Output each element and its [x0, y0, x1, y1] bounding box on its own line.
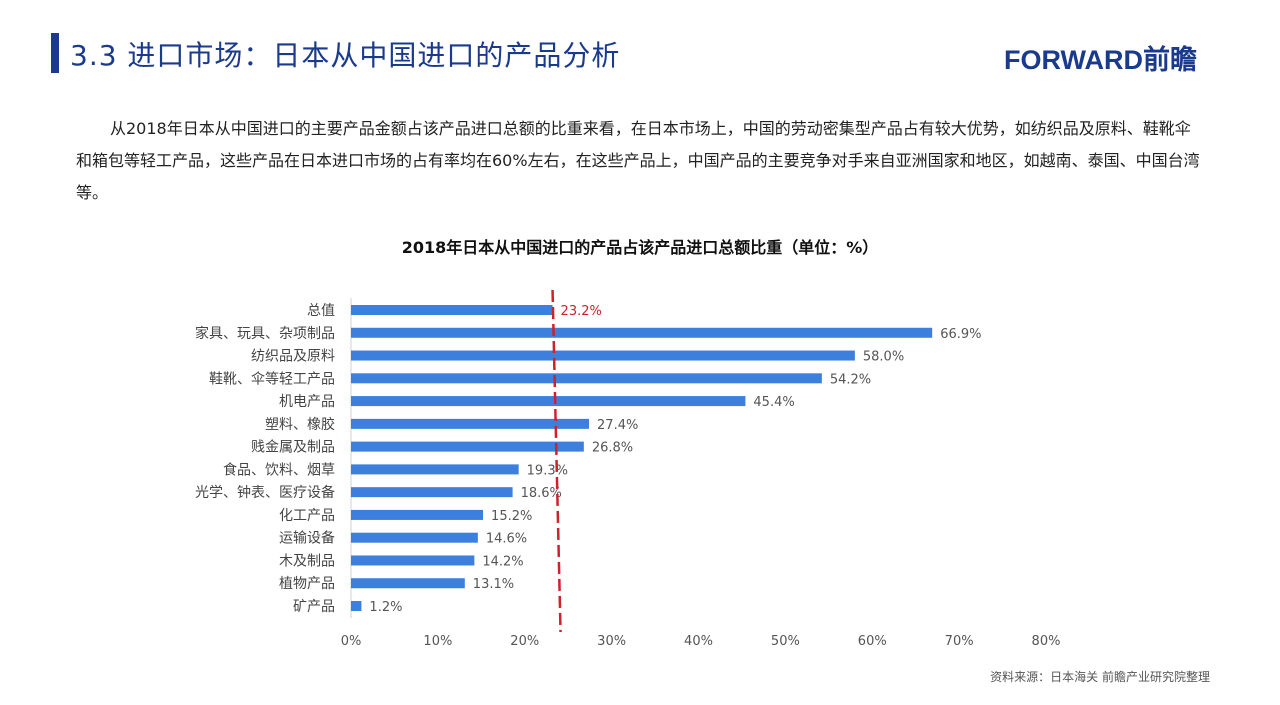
- bar: [351, 555, 475, 566]
- category-label: 光学、钟表、医疗设备: [195, 484, 335, 501]
- x-tick-label: 60%: [858, 634, 887, 649]
- category-label: 塑料、橡胶: [265, 416, 335, 433]
- data-label: 66.9%: [940, 327, 981, 342]
- bar: [351, 509, 484, 520]
- data-label: 14.2%: [482, 554, 523, 569]
- intro-paragraph: 从2018年日本从中国进口的主要产品金额占该产品进口总额的比重来看，在日本市场上…: [76, 119, 1200, 202]
- data-label: 18.6%: [521, 486, 562, 501]
- category-label: 矿产品: [293, 599, 335, 615]
- data-label: 15.2%: [491, 509, 532, 524]
- data-label: 1.2%: [369, 600, 402, 615]
- bar: [351, 327, 933, 338]
- data-label: 45.4%: [753, 395, 794, 410]
- reference-line: [551, 289, 562, 633]
- bar: [351, 305, 553, 315]
- x-tick-label: 10%: [423, 634, 452, 649]
- x-tick-label: 50%: [771, 634, 800, 649]
- page-title: 3.3 进口市场：日本从中国进口的产品分析: [70, 39, 621, 72]
- category-label: 总值: [307, 303, 335, 319]
- bar: [351, 396, 746, 407]
- bar: [351, 350, 855, 361]
- data-label: 58.0%: [863, 350, 904, 365]
- bar: [351, 487, 513, 498]
- chart-title: 2018年日本从中国进口的产品占该产品进口总额比重（单位：%）: [401, 238, 879, 257]
- category-label: 运输设备: [279, 530, 335, 547]
- data-label: 27.4%: [597, 418, 638, 433]
- logo: FORWARD前瞻: [1004, 45, 1197, 75]
- data-label: 26.8%: [592, 441, 633, 456]
- bar: [351, 601, 362, 612]
- x-tick-label: 0%: [341, 634, 362, 649]
- bar: [351, 418, 590, 429]
- x-tick-label: 20%: [510, 634, 539, 649]
- category-label: 纺织品及原料: [251, 349, 335, 365]
- category-label: 家具、玩具、杂项制品: [195, 325, 335, 342]
- bar: [351, 441, 584, 452]
- bar: [351, 532, 478, 543]
- category-label: 木及制品: [279, 553, 335, 569]
- category-label: 植物产品: [279, 576, 335, 592]
- bar: [351, 373, 822, 384]
- bar: [351, 464, 519, 475]
- data-label: 23.2%: [561, 304, 602, 319]
- bar: [351, 578, 465, 589]
- category-label: 贱金属及制品: [251, 440, 335, 456]
- data-label: 54.2%: [830, 372, 871, 387]
- x-tick-label: 30%: [597, 634, 626, 649]
- x-tick-label: 80%: [1032, 634, 1061, 649]
- category-label: 鞋靴、伞等轻工产品: [209, 370, 335, 387]
- x-tick-label: 40%: [684, 634, 713, 649]
- title-accent-bar: [51, 33, 59, 73]
- category-label: 食品、饮料、烟草: [223, 461, 335, 478]
- data-label: 14.6%: [486, 532, 527, 547]
- source-note: 资料来源：日本海关 前瞻产业研究院整理: [990, 670, 1210, 684]
- x-tick-label: 70%: [945, 634, 974, 649]
- category-label: 机电产品: [279, 394, 335, 410]
- data-label: 13.1%: [473, 577, 514, 592]
- category-label: 化工产品: [279, 508, 335, 524]
- data-label: 19.3%: [527, 463, 568, 478]
